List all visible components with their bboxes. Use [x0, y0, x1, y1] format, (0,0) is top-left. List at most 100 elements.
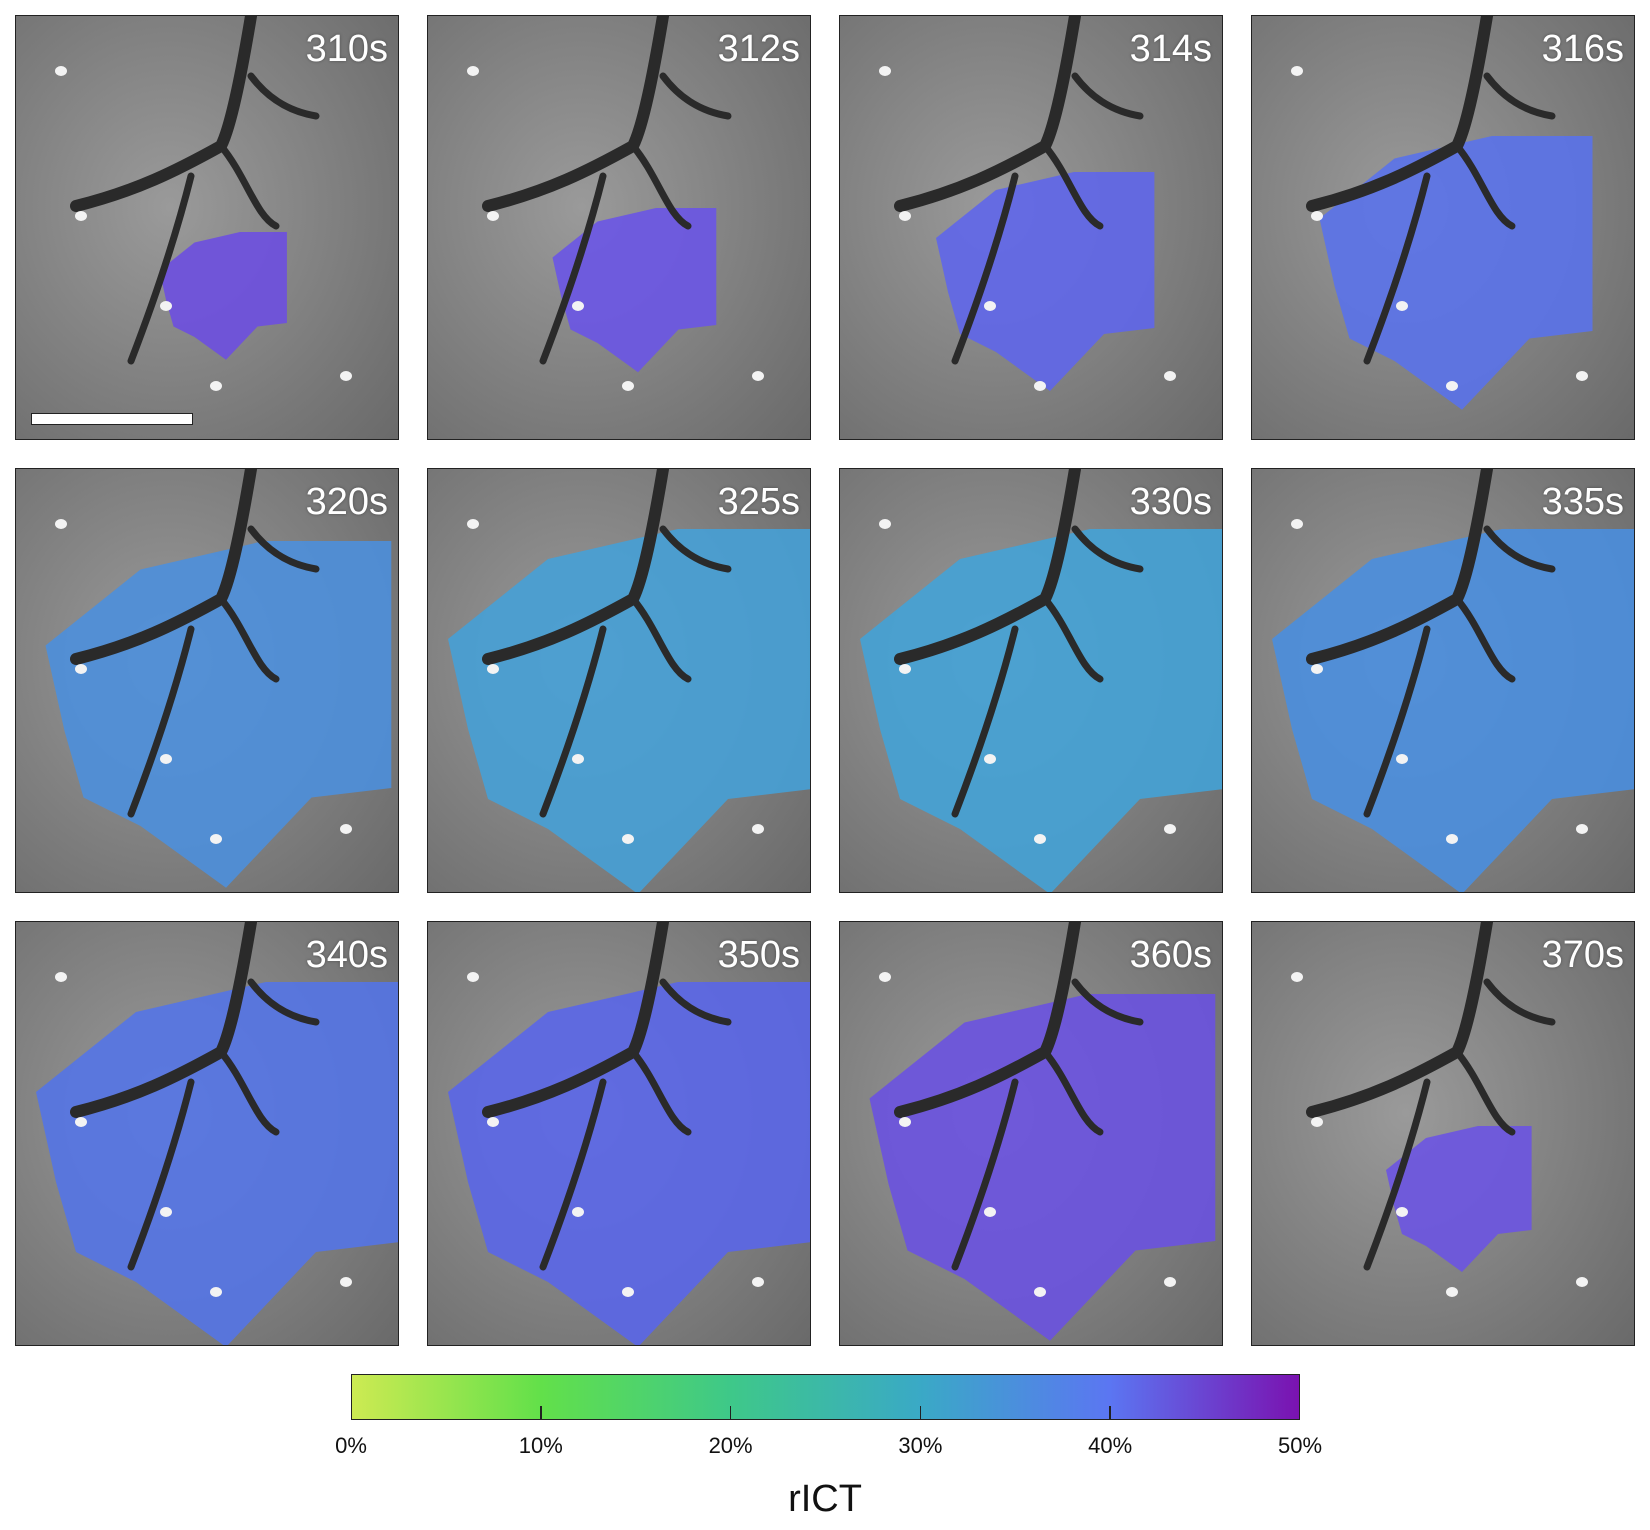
scale-bar [31, 413, 193, 425]
signal-overlay [860, 529, 1222, 892]
colorbar-tick [540, 1406, 542, 1420]
time-label: 340s [305, 934, 388, 976]
reflection-spot [1446, 834, 1458, 844]
vessel [951, 1078, 1019, 1271]
reflection-spot [899, 211, 911, 221]
signal-overlay [45, 541, 392, 888]
reflection-spot [572, 301, 584, 311]
image-panel: 350s [427, 921, 811, 1346]
time-label: 330s [1129, 481, 1212, 523]
signal-overlay [552, 208, 717, 373]
reflection-spot [1164, 1277, 1176, 1287]
vessel [1483, 978, 1556, 1026]
reflection-spot [984, 301, 996, 311]
microscopy-image [1252, 922, 1634, 1345]
vessel [1483, 525, 1556, 573]
signal-overlay [36, 982, 398, 1345]
vessel [1363, 1078, 1431, 1271]
microscopy-image [1252, 469, 1634, 892]
colorbar-tick-label: 50% [1277, 1433, 1323, 1458]
vessel [217, 595, 280, 683]
microscopy-image [1252, 16, 1634, 439]
vessel [217, 1048, 280, 1136]
reflection-spot [340, 1277, 352, 1287]
reflection-spot [1311, 211, 1323, 221]
reflection-spot [1164, 824, 1176, 834]
vessel [539, 1078, 607, 1271]
colorbar-tick-label: 40% [1088, 1433, 1133, 1458]
time-label: 316s [1541, 28, 1624, 70]
time-label: 350s [717, 934, 800, 976]
reflection-spot [467, 972, 479, 982]
microscopy-image [428, 922, 810, 1345]
reflection-spot [487, 664, 499, 674]
microscopy-image [840, 16, 1222, 439]
vessel [629, 1048, 692, 1136]
signal-overlay [448, 982, 810, 1345]
colorbar-tick-label: 0% [335, 1433, 367, 1458]
vessel [127, 172, 195, 365]
vessel [629, 595, 692, 683]
microscopy-image [16, 922, 398, 1345]
vessel [1071, 525, 1144, 573]
image-panel: 325s [427, 468, 811, 893]
image-panel: 320s [15, 468, 399, 893]
vessel [1453, 595, 1516, 683]
time-label: 325s [717, 481, 800, 523]
vessel [951, 172, 1019, 365]
reflection-spot [210, 1287, 222, 1297]
reflection-spot [1291, 972, 1303, 982]
time-label: 314s [1129, 28, 1212, 70]
colorbar-tick-label: 30% [898, 1433, 943, 1458]
image-panel: 360s [839, 921, 1223, 1346]
vessel [951, 625, 1019, 818]
microscopy-image [16, 469, 398, 892]
reflection-spot [1034, 1287, 1046, 1297]
signal-overlay [869, 994, 1216, 1341]
reflection-spot [467, 66, 479, 76]
reflection-spot [984, 1207, 996, 1217]
reflection-spot [1576, 371, 1588, 381]
time-label: 370s [1541, 934, 1624, 976]
vessel [659, 978, 732, 1026]
reflection-spot [1311, 1117, 1323, 1127]
reflection-spot [879, 972, 891, 982]
reflection-spot [340, 824, 352, 834]
signal-overlay [1272, 529, 1634, 892]
reflection-spot [487, 1117, 499, 1127]
vessel [1363, 625, 1431, 818]
colorbar-tick [919, 1406, 922, 1420]
reflection-spot [1396, 1207, 1408, 1217]
vessel [217, 142, 280, 230]
reflection-spot [752, 371, 764, 381]
signal-overlay [448, 529, 810, 892]
vessel [1071, 978, 1144, 1026]
reflection-spot [1291, 519, 1303, 529]
reflection-spot [1164, 371, 1176, 381]
reflection-spot [1311, 664, 1323, 674]
image-panel: 335s [1251, 468, 1635, 893]
vessel [539, 625, 607, 818]
reflection-spot [487, 211, 499, 221]
vessel [1071, 72, 1144, 120]
reflection-spot [75, 211, 87, 221]
time-label: 310s [305, 28, 388, 70]
image-panel: 310s [15, 15, 399, 440]
reflection-spot [622, 381, 634, 391]
reflection-spot [160, 301, 172, 311]
vessel [127, 1078, 195, 1271]
time-label: 312s [717, 28, 800, 70]
image-panel: 370s [1251, 921, 1635, 1346]
microscopy-image [428, 16, 810, 439]
reflection-spot [879, 66, 891, 76]
reflection-spot [1396, 301, 1408, 311]
reflection-spot [75, 1117, 87, 1127]
reflection-spot [75, 664, 87, 674]
reflection-spot [899, 1117, 911, 1127]
reflection-spot [55, 519, 67, 529]
reflection-spot [572, 754, 584, 764]
reflection-spot [899, 664, 911, 674]
vessel [1041, 142, 1104, 230]
reflection-spot [1446, 1287, 1458, 1297]
reflection-spot [1034, 381, 1046, 391]
